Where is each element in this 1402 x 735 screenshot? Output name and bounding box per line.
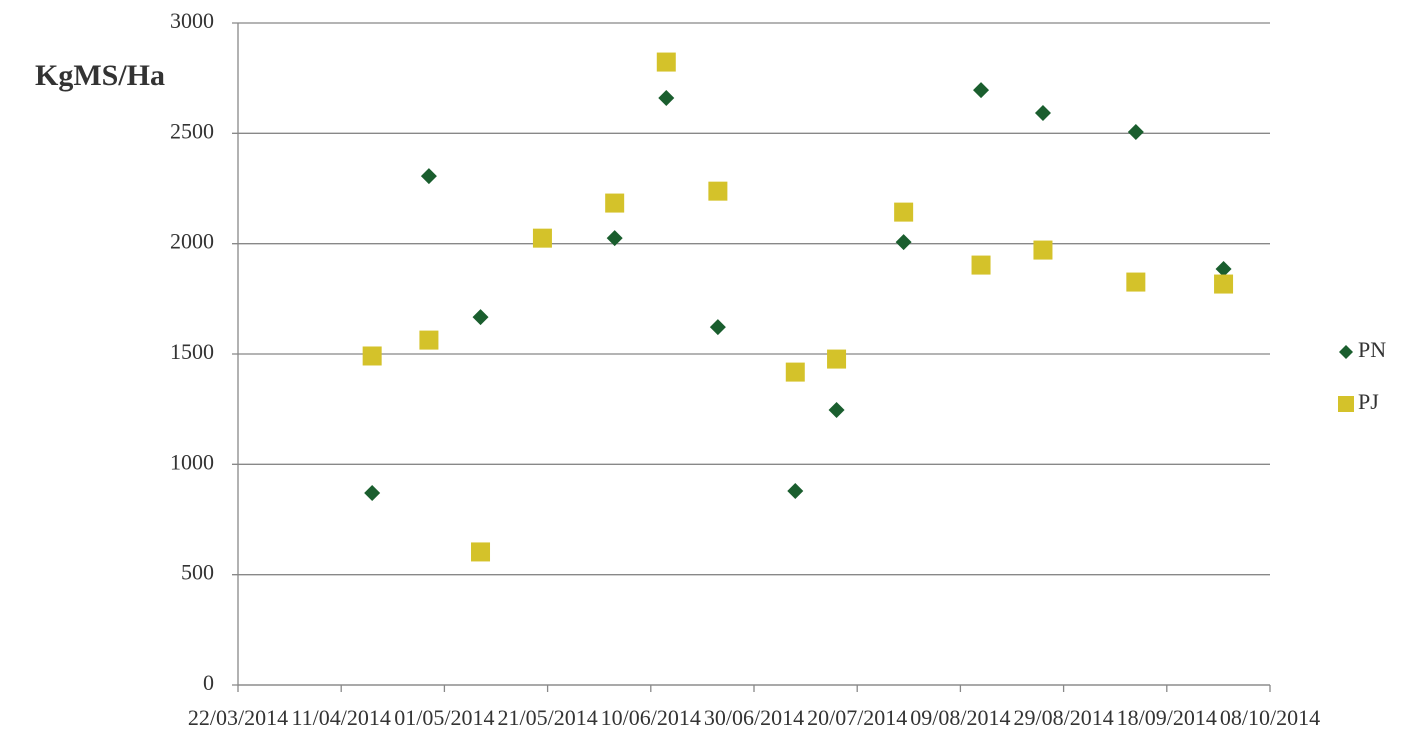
x-tick-label: 08/10/2014 [1220,705,1320,730]
point [787,483,804,500]
point [362,346,382,366]
y-tick-label: 2000 [170,229,214,254]
x-tick-label: 20/07/2014 [807,705,907,730]
point [472,309,489,326]
point [658,90,675,107]
y-tick-label: 2500 [170,118,214,143]
point [828,402,845,419]
y-tick-label: 1000 [170,449,214,474]
point [785,362,805,382]
y-tick-label: 1500 [170,339,214,364]
x-tick-label: 22/03/2014 [188,705,288,730]
point [1034,105,1051,122]
point [895,234,912,251]
y-tick-label: 500 [181,560,214,585]
point [971,255,991,275]
point [420,168,437,185]
x-tick-label: 18/09/2014 [1117,705,1217,730]
point [1033,240,1053,260]
point [605,193,625,213]
point [1126,272,1146,292]
y-tick-label: 0 [203,670,214,695]
point [364,485,381,502]
y-axis-label: KgMS/Ha [35,59,165,92]
point [532,228,552,248]
y-tick-label: 3000 [170,8,214,33]
x-tick-label: 29/08/2014 [1013,705,1113,730]
x-tick-label: 09/08/2014 [910,705,1010,730]
point [419,330,439,350]
legend-swatch [1338,396,1354,412]
point [1127,124,1144,141]
legend-swatch [1339,345,1353,359]
point [709,319,726,336]
point [973,82,990,99]
x-tick-label: 21/05/2014 [497,705,597,730]
point [1215,261,1232,278]
x-tick-label: 01/05/2014 [394,705,494,730]
legend-label: PN [1358,337,1386,362]
point [894,202,914,222]
point [471,542,491,562]
x-tick-label: 11/04/2014 [291,705,390,730]
point [708,181,728,201]
point [1214,274,1234,294]
point [656,52,676,72]
point [606,230,623,247]
legend-label: PJ [1358,389,1379,414]
x-tick-label: 10/06/2014 [601,705,701,730]
point [827,349,847,369]
x-tick-label: 30/06/2014 [704,705,804,730]
